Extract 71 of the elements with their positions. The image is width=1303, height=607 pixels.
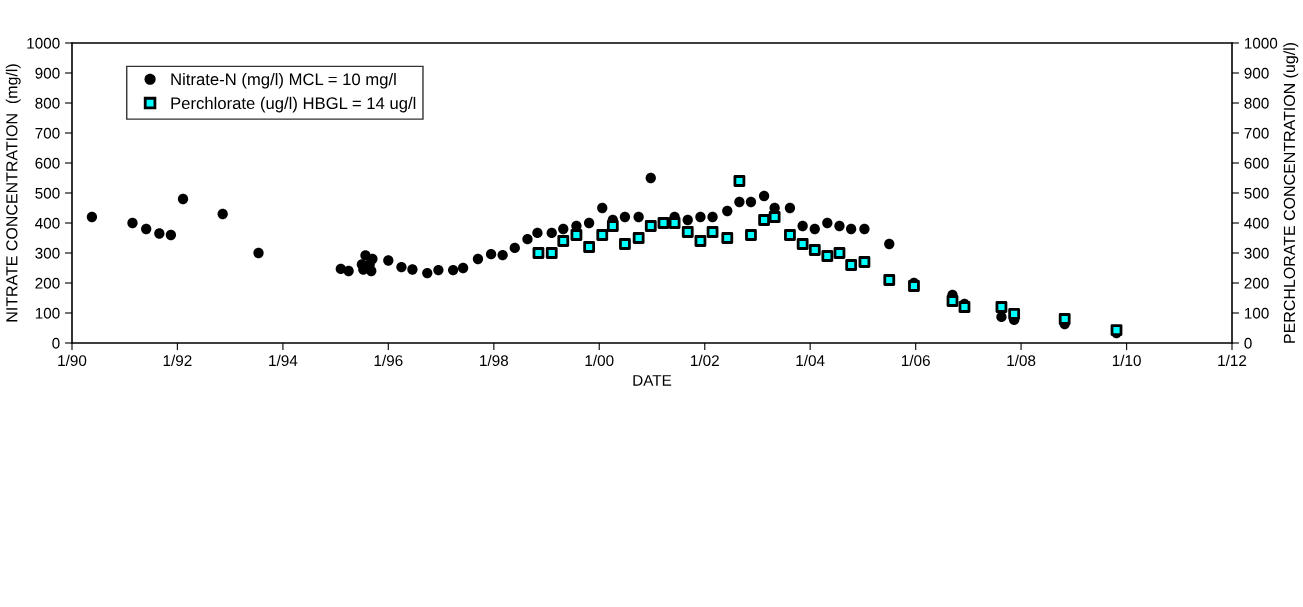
x-tick-label: 1/06 [901,354,930,367]
y-tick-label: 300 [35,247,60,259]
x-tick-label: 1/08 [1007,354,1036,367]
x-tick-label: 1/98 [480,354,509,367]
point [1058,313,1071,325]
point [681,226,694,238]
point [706,226,719,238]
x-tick-label: 1/02 [691,354,719,367]
point [833,247,846,259]
y2-tick-label: 600 [1244,157,1269,169]
y2-tick-label: 1000 [1244,37,1278,49]
point [583,241,596,253]
point [808,244,821,256]
point [845,259,858,271]
point [532,247,545,259]
x-tick-label: 1/96 [374,354,403,367]
point [883,274,896,286]
point [721,232,734,244]
point [768,211,781,223]
point [995,301,1008,313]
y-tick-label: 700 [35,127,60,139]
y2-tick-label: 100 [1244,307,1269,319]
point [946,295,959,307]
y-tick-label: 400 [35,217,60,229]
y2-tick-label: 500 [1244,187,1269,199]
point [784,229,796,241]
y-tick-label: 0 [52,337,60,349]
y-tick-label: 600 [35,157,60,169]
y-tick-label: 500 [35,187,60,199]
y2-tick-label: 700 [1244,127,1269,139]
point [821,250,834,262]
point [858,256,871,268]
point [657,217,670,229]
y-tick-label: 1000 [27,37,60,49]
y2-tick-label: 200 [1244,277,1269,289]
y-tick-label: 100 [35,307,60,319]
x-tick-label: 1/00 [585,354,614,367]
x-tick-label: 1/92 [163,354,192,367]
point [557,235,570,247]
point [619,238,631,250]
point [668,217,681,229]
y2-tick-label: 0 [1244,337,1252,349]
point [570,229,583,241]
legend-label: Perchlorate (ug/l) HBGL = 14 ug/l [171,96,416,113]
point [644,220,657,232]
x-tick-label: 1/04 [796,354,825,367]
x-tick-label: 1/90 [58,354,87,367]
y-tick-label: 900 [35,67,60,79]
point [1008,308,1021,320]
point [694,235,707,247]
legend-label: Nitrate-N (mg/l) MCL = 10 mg/l [171,73,396,89]
y2-tick-label: 800 [1244,97,1269,109]
point [745,229,757,241]
y-tick-label: 800 [35,97,60,109]
x-tick-label: 1/12 [1218,354,1247,367]
point [733,175,746,187]
y2-tick-label: 300 [1244,247,1269,259]
point [632,232,645,244]
x-tick-label: 1/10 [1112,354,1141,367]
point [606,220,619,232]
y-tick-label: 200 [35,277,60,289]
point [796,238,809,250]
y2-axis-title: PERCHLORATE CONCENTRATION (ug/l) [1283,42,1299,343]
y2-tick-label: 900 [1244,67,1269,79]
point [758,214,770,226]
x-tick-label: 1/94 [269,354,298,367]
y2-tick-label: 400 [1244,217,1269,229]
y-axis-title: NITRATE CONCENTRATION (mg/l) [5,64,21,322]
point [596,229,609,241]
point [545,247,558,259]
x-axis-title: DATE [633,375,672,386]
